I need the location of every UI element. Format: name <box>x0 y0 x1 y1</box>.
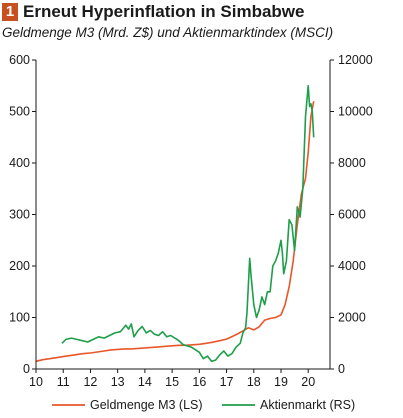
right-tick-label: 6000 <box>338 208 366 222</box>
x-tick-label: 13 <box>111 375 125 389</box>
x-tick-label: 17 <box>220 375 234 389</box>
series-line-aktienmarkt <box>61 84 315 363</box>
legend-item-geldmenge-m3-label: Geldmenge M3 (LS) <box>90 398 203 412</box>
chart-title: Erneut Hyperinflation in Simbabwe <box>23 2 305 21</box>
legend: Geldmenge M3 (LS) Aktienmarkt (RS) <box>52 398 355 412</box>
x-axis-ticks: 10 11 12 13 14 15 16 17 18 19 20 <box>29 369 315 389</box>
right-tick-label: 4000 <box>338 259 366 273</box>
right-tick-label: 2000 <box>338 311 366 325</box>
series-lines <box>35 84 315 363</box>
axes <box>35 60 331 370</box>
right-tick-label: 0 <box>338 362 345 376</box>
left-axis-ticks: 0 100 200 300 400 500 600 <box>9 53 36 376</box>
x-tick-label: 20 <box>301 375 315 389</box>
left-tick-label: 200 <box>9 259 30 273</box>
left-tick-label: 100 <box>9 311 30 325</box>
x-tick-label: 11 <box>57 375 70 389</box>
x-tick-label: 18 <box>247 375 261 389</box>
left-tick-label: 0 <box>23 362 30 376</box>
right-axis-ticks: 0 2000 4000 6000 8000 10000 12000 <box>330 53 373 376</box>
legend-item-aktienmarkt-label: Aktienmarkt (RS) <box>260 398 355 412</box>
x-tick-label: 14 <box>138 375 152 389</box>
left-tick-label: 500 <box>9 105 30 119</box>
x-tick-label: 15 <box>165 375 179 389</box>
right-tick-label: 12000 <box>338 53 373 67</box>
left-tick-label: 400 <box>9 156 30 170</box>
right-tick-label: 8000 <box>338 156 366 170</box>
right-tick-label: 10000 <box>338 105 373 119</box>
series-line-geldmenge-m3 <box>35 101 315 363</box>
x-tick-label: 10 <box>29 375 43 389</box>
figure-number-badge: 1 <box>2 3 18 21</box>
left-tick-label: 600 <box>9 53 30 67</box>
x-tick-label: 12 <box>83 375 97 389</box>
x-tick-label: 16 <box>192 375 206 389</box>
chart-subtitle: Geldmenge M3 (Mrd. Z$) und Aktienmarktin… <box>2 25 334 40</box>
x-tick-label: 19 <box>274 375 288 389</box>
left-tick-label: 300 <box>9 208 30 222</box>
chart-header: 1 Erneut Hyperinflation in Simbabwe Geld… <box>0 0 403 44</box>
